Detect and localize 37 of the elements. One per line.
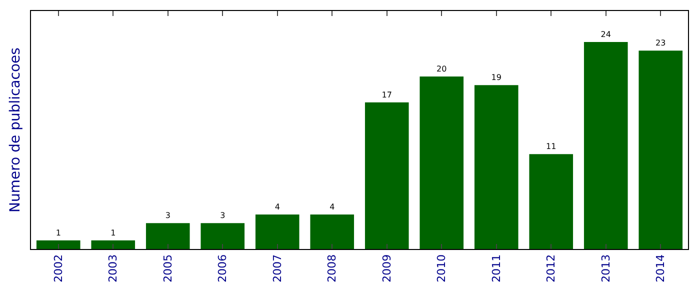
y-axis-title: Numero de publicacoes <box>8 48 24 212</box>
x-tick-label: 2010 <box>435 254 448 282</box>
data-label: 20 <box>436 64 447 74</box>
x-tick-label: 2009 <box>380 254 394 282</box>
x-tick-label: 2007 <box>270 254 284 282</box>
x-tick-label: 2006 <box>216 254 230 282</box>
data-label: 11 <box>546 142 556 152</box>
data-label: 24 <box>600 30 611 40</box>
x-tick-label: 2003 <box>106 254 120 282</box>
bar <box>420 76 464 249</box>
data-label: 23 <box>656 38 666 48</box>
bar <box>91 240 136 249</box>
data-label: 17 <box>382 90 392 100</box>
x-tick-label: 2002 <box>52 254 65 282</box>
x-tick-label: 2012 <box>544 254 558 282</box>
bar <box>474 85 518 249</box>
bar <box>255 214 300 249</box>
bar <box>310 214 354 249</box>
bar <box>529 154 574 249</box>
x-tick-label: 2013 <box>599 254 612 282</box>
data-label: 4 <box>274 202 280 212</box>
bar <box>584 42 628 249</box>
x-tick-label: 2011 <box>490 254 503 282</box>
bar <box>146 223 190 249</box>
x-tick-label: 2005 <box>161 254 174 282</box>
data-label: 19 <box>491 73 502 82</box>
data-label: 1 <box>56 228 61 238</box>
data-label: 3 <box>165 211 170 220</box>
bar <box>364 102 409 249</box>
x-tick-label: 2008 <box>326 254 339 282</box>
bar <box>200 223 245 249</box>
data-label: 1 <box>110 228 116 238</box>
bar <box>36 240 80 249</box>
bar <box>638 50 683 249</box>
x-tick-label: 2014 <box>654 254 668 282</box>
data-label: 3 <box>220 211 226 220</box>
data-label: 4 <box>330 202 335 212</box>
